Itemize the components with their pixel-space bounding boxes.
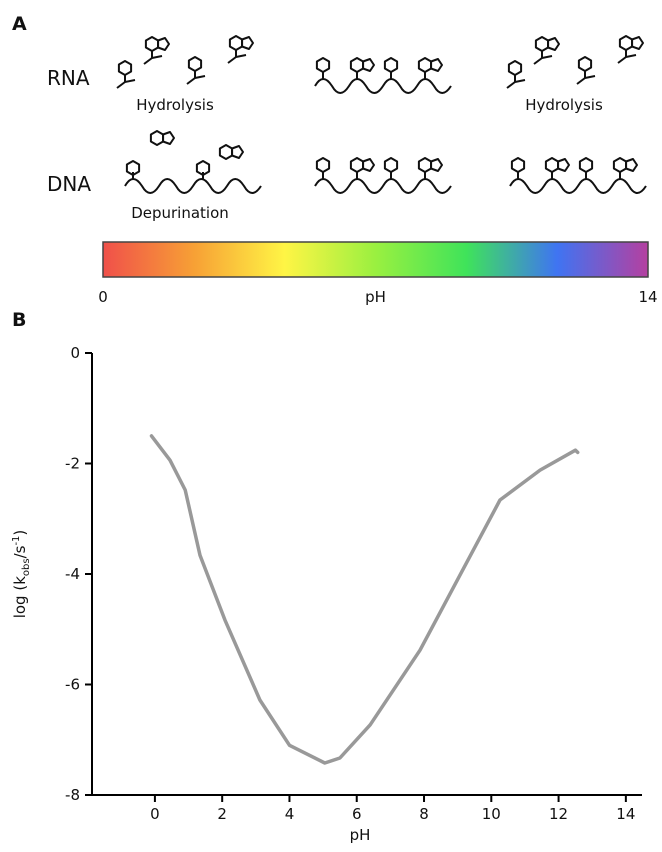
y-tick-label: -2 [65, 455, 80, 473]
x-tick-label: 6 [352, 805, 362, 823]
ring [241, 36, 254, 50]
ring [144, 36, 160, 52]
ring [228, 35, 244, 51]
backbone [124, 178, 262, 194]
bond [514, 79, 526, 83]
ring [383, 157, 399, 173]
x-tick-label: 10 [482, 805, 501, 823]
x-axis-label: pH [350, 826, 371, 844]
bond [541, 55, 553, 59]
bond [235, 54, 247, 58]
ring [631, 36, 644, 50]
bond [124, 79, 136, 83]
ring [417, 157, 433, 173]
ring [315, 157, 331, 173]
panel-label: B [12, 309, 26, 331]
ring [315, 57, 331, 73]
ring [349, 157, 365, 173]
ring [544, 157, 560, 173]
ring [578, 157, 594, 173]
ring [218, 144, 234, 160]
colorbar-tick-label: 0 [98, 288, 108, 306]
colorbar-tick-label: 14 [638, 288, 657, 306]
y-tick-label: 0 [70, 344, 80, 362]
ring [430, 58, 443, 72]
y-tick-label: -4 [65, 565, 80, 583]
ring [349, 57, 365, 73]
y-tick-label: -6 [65, 676, 80, 694]
x-tick-label: 8 [419, 805, 429, 823]
bond [617, 56, 627, 64]
ring [510, 157, 526, 173]
annotation: Hydrolysis [525, 96, 603, 114]
ring [618, 35, 634, 51]
colorbar-label: pH [365, 288, 386, 306]
ring [534, 36, 550, 52]
ring [162, 131, 175, 145]
bond [116, 81, 126, 89]
annotation: Hydrolysis [136, 96, 214, 114]
bond [194, 75, 206, 79]
bond [151, 55, 163, 59]
ring [577, 56, 593, 72]
ring [625, 158, 638, 172]
bond [533, 57, 543, 65]
colorbar [102, 241, 649, 278]
ring [157, 37, 170, 51]
ring [195, 160, 211, 176]
ring [383, 57, 399, 73]
annotation: Depurination [131, 204, 229, 222]
ring [149, 130, 165, 146]
bond [506, 81, 516, 89]
molecule-drawings [116, 35, 647, 194]
data-line [149, 434, 580, 765]
x-tick-label: 0 [150, 805, 160, 823]
ring [117, 60, 133, 76]
x-tick-label: 4 [285, 805, 295, 823]
ring [362, 58, 375, 72]
ring [362, 158, 375, 172]
ring [547, 37, 560, 51]
row-label: RNA [47, 66, 90, 90]
backbone [314, 78, 452, 94]
ring [417, 57, 433, 73]
ring [557, 158, 570, 172]
row-label: DNA [47, 172, 91, 196]
bond [186, 77, 196, 85]
ring [507, 60, 523, 76]
bond [584, 75, 596, 79]
y-tick-label: -8 [65, 786, 80, 804]
x-tick-label: 14 [616, 805, 635, 823]
ring [125, 160, 141, 176]
panel-label: A [12, 13, 27, 35]
bond [227, 56, 237, 64]
bond [625, 54, 637, 58]
backbone [509, 178, 647, 194]
ring [187, 56, 203, 72]
y-axis-label: log (kobs/s-1) [11, 530, 32, 619]
x-tick-label: 2 [217, 805, 227, 823]
ring [612, 157, 628, 173]
x-tick-label: 12 [549, 805, 568, 823]
ring [430, 158, 443, 172]
bond [143, 57, 153, 65]
ring [231, 145, 244, 159]
bond [576, 77, 586, 85]
backbone [314, 178, 452, 194]
